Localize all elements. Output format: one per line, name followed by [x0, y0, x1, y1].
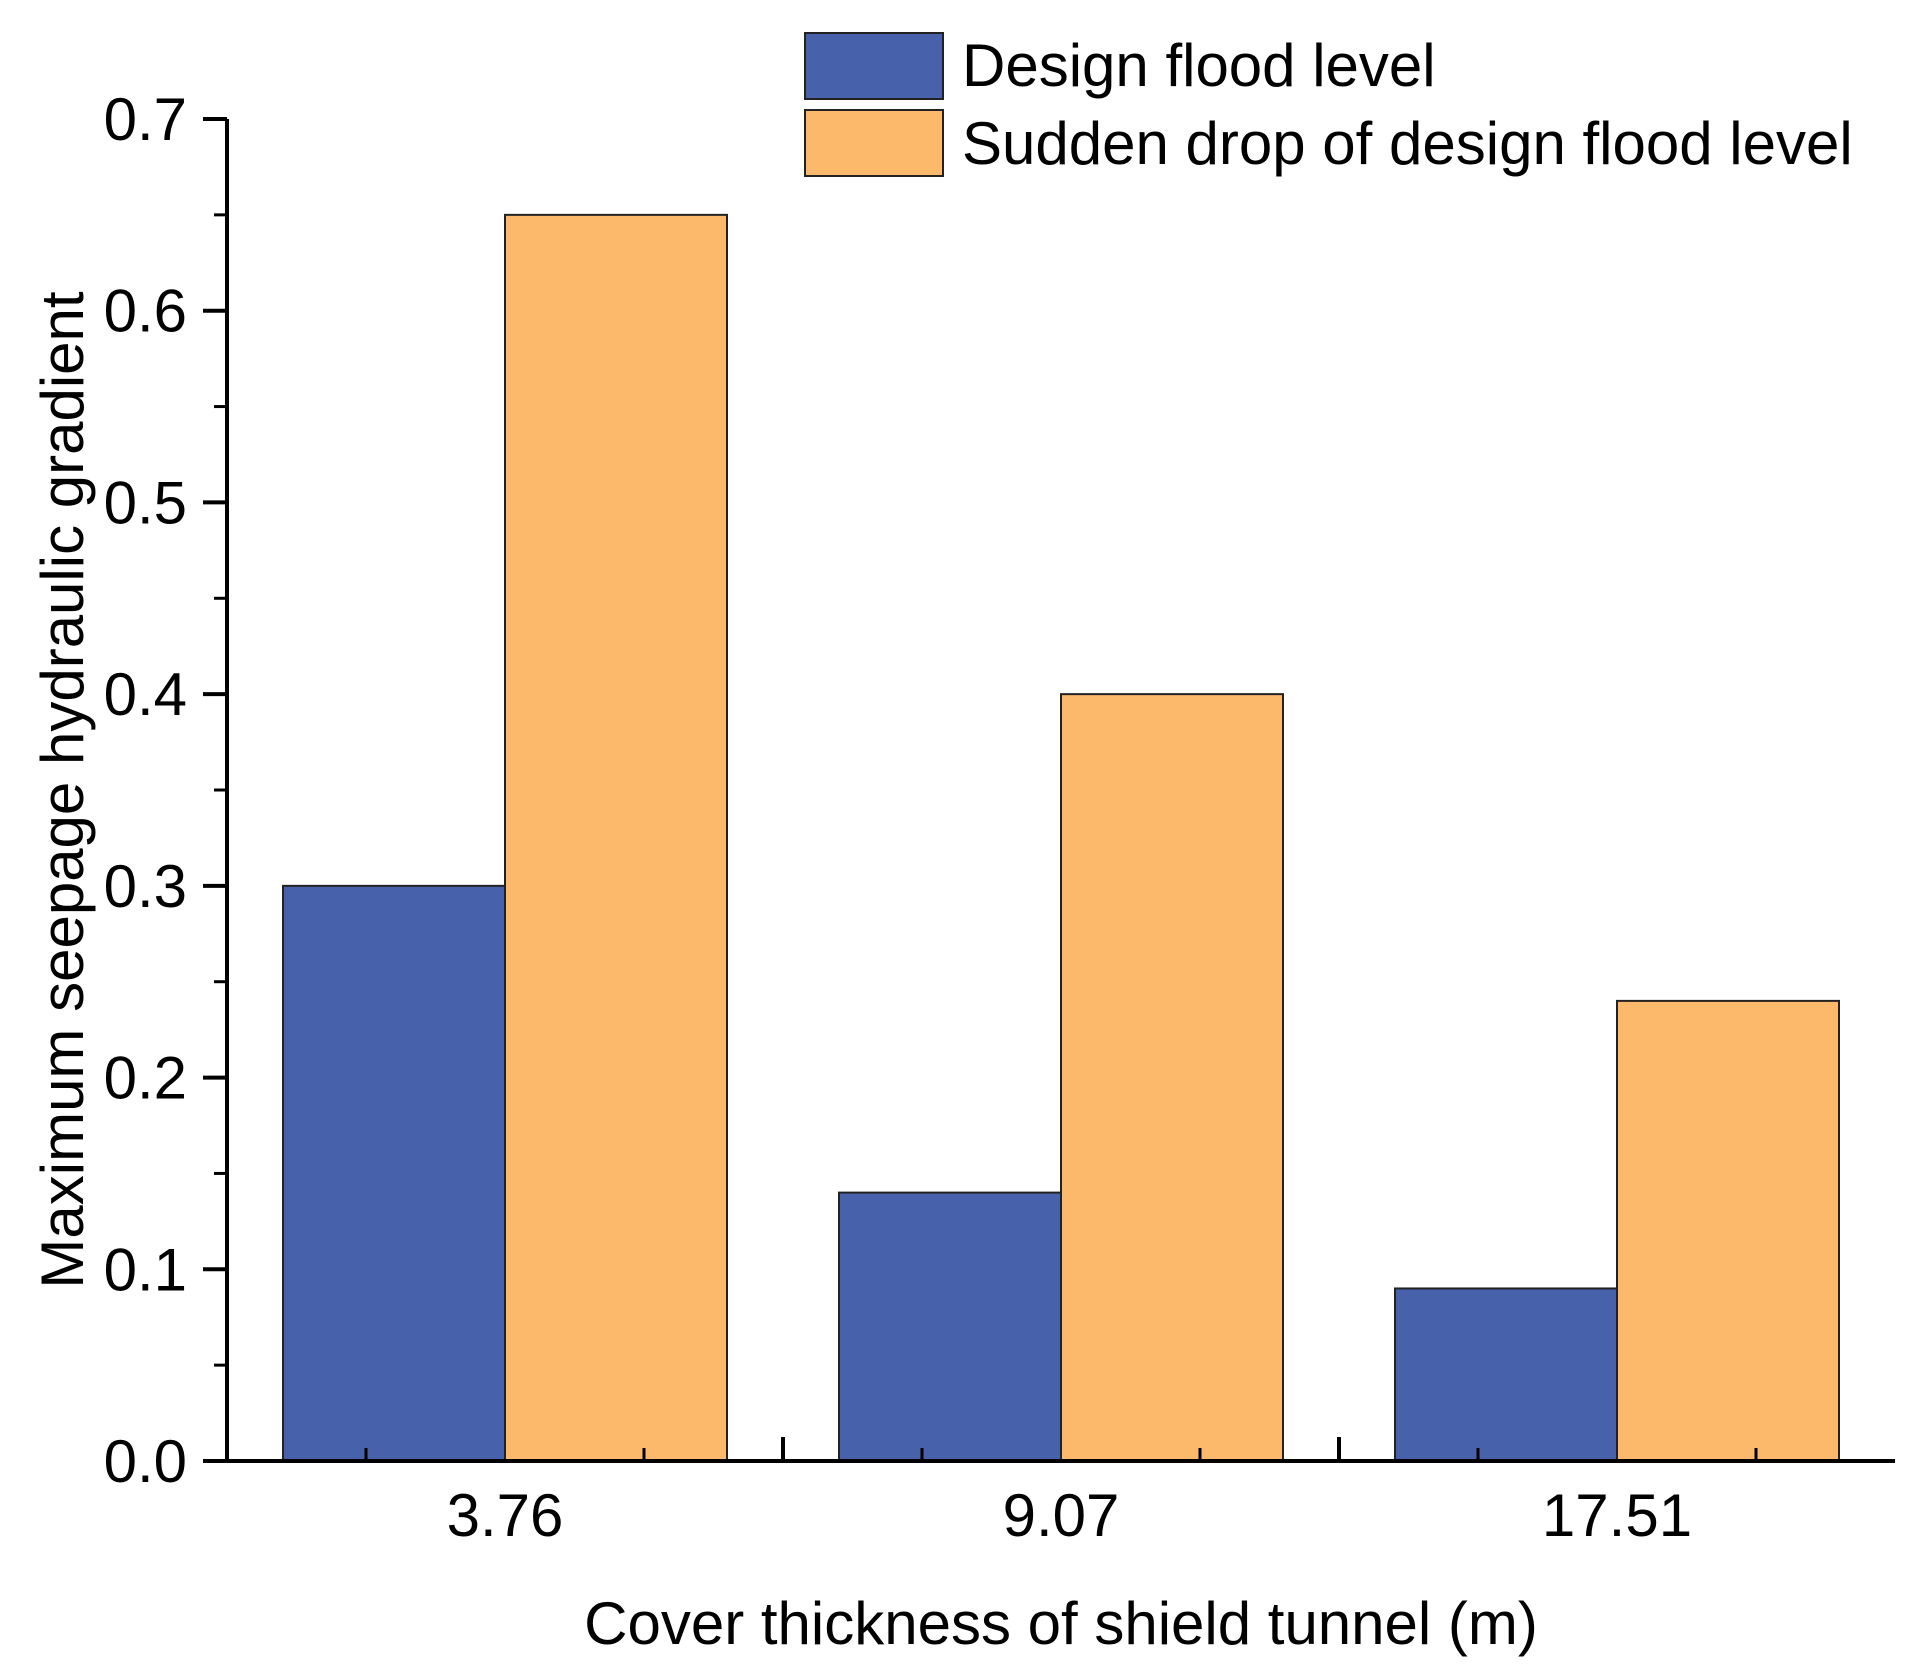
bar-design-flood-level-3.76: [282, 884, 506, 1462]
bars: [282, 213, 1840, 1463]
bar-design-flood-level-17.51: [1394, 1287, 1618, 1463]
bar-design-flood-level-9.07: [838, 1191, 1062, 1462]
y-tick-label: 0.3: [104, 853, 187, 920]
x-axis-title: Cover thickness of shield tunnel (m): [584, 1590, 1538, 1657]
y-tick-label: 0.1: [104, 1236, 187, 1303]
y-tick-label: 0.0: [104, 1428, 187, 1495]
y-tick-label: 0.7: [104, 86, 187, 153]
x-tick-label: 3.76: [447, 1482, 564, 1549]
y-tick-label: 0.4: [104, 661, 187, 728]
y-tick-label: 0.6: [104, 278, 187, 345]
legend-swatch-sudden-drop: [804, 109, 944, 177]
legend-swatch-design-flood-level: [804, 32, 944, 100]
bar-sudden-drop-17.51: [1616, 999, 1840, 1463]
legend-label-design-flood-level: Design flood level: [962, 32, 1436, 99]
legend: Design flood level Sudden drop of design…: [804, 32, 1853, 177]
y-axis-title: Maximum seepage hydraulic gradient: [29, 291, 96, 1289]
y-tick-label: 0.2: [104, 1045, 187, 1112]
bar-sudden-drop-9.07: [1060, 693, 1284, 1462]
bar-sudden-drop-3.76: [504, 213, 728, 1462]
legend-label-sudden-drop: Sudden drop of design flood level: [962, 110, 1853, 177]
x-tick-label: 9.07: [1003, 1482, 1120, 1549]
x-tick-label: 17.51: [1542, 1482, 1692, 1549]
x-ticks: 3.76 9.07 17.51: [364, 1437, 1758, 1549]
y-ticks: 0.0 0.1 0.2 0.3 0.4 0.5 0.6 0.7: [104, 86, 227, 1495]
y-tick-label: 0.5: [104, 469, 187, 536]
